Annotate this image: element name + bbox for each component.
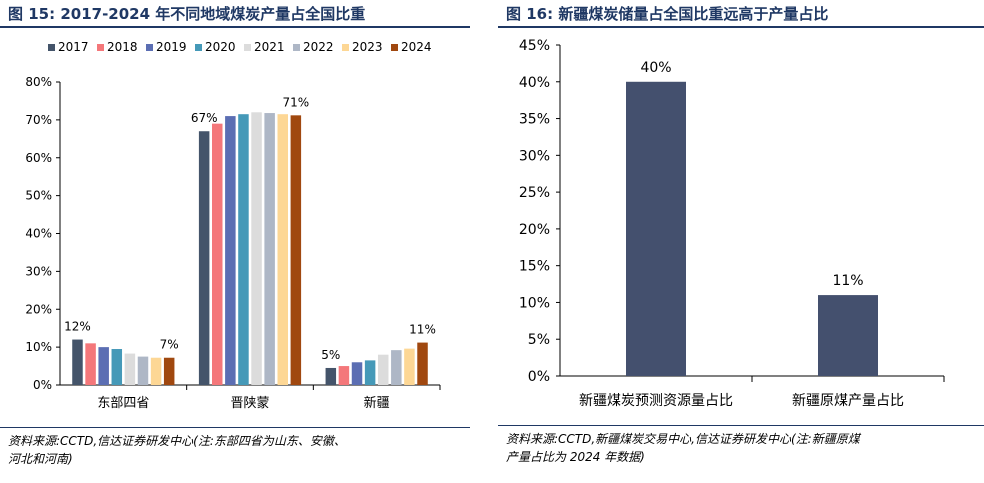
legend-swatch-2024 — [391, 44, 398, 51]
legend-label-2018: 2018 — [107, 40, 138, 54]
y-tick-label: 20% — [25, 302, 52, 316]
data-label: 40% — [640, 60, 671, 76]
data-label: 12% — [64, 320, 91, 334]
right-source-divider — [498, 425, 984, 426]
legend-label-2019: 2019 — [156, 40, 187, 54]
bar-2019-东部四省 — [98, 347, 109, 385]
bar-2020-晋陕蒙 — [238, 114, 249, 385]
right-bar-chart: 0% 5% 10% 15% 20% 25% 30% 35% 40% 45% 40% 新疆煤炭预测资源量… — [519, 38, 945, 409]
y-tick-label: 10% — [519, 295, 550, 311]
legend-swatch-2023 — [342, 44, 349, 51]
x-category-label: 新疆 — [364, 395, 390, 411]
x-category-label: 东部四省 — [97, 396, 149, 411]
legend-label-2021: 2021 — [254, 40, 285, 54]
data-label: 71% — [283, 95, 310, 109]
right-source-line-2: 产量占比为 2024 年数据) — [506, 450, 645, 464]
y-tick-label: 80% — [25, 75, 52, 89]
y-tick-label: 70% — [25, 113, 52, 127]
left-figure-header: 图 15: 2017-2024 年不同地域煤炭产量占全国比重 — [0, 0, 470, 28]
y-tick-label: 45% — [519, 38, 550, 54]
right-source-line-1: 资料来源:CCTD,新疆煤炭交易中心,信达证券研发中心(注:新疆原煤 — [506, 432, 860, 446]
bar-2021-新疆 — [377, 354, 389, 385]
y-tick-label: 15% — [519, 259, 550, 275]
y-tick-label: 0% — [528, 369, 550, 385]
left-source-line-1: 资料来源:CCTD,信达证券研发中心(注:东部四省为山东、安徽、 — [8, 434, 346, 448]
legend-swatch-2020 — [195, 44, 202, 51]
legend-swatch-2018 — [97, 44, 104, 51]
y-tick-label: 40% — [25, 227, 52, 241]
bar-2023-新疆 — [404, 348, 415, 385]
legend-swatch-2019 — [146, 44, 153, 51]
bar-2020-东部四省 — [111, 349, 123, 385]
y-tick-label: 20% — [519, 222, 550, 238]
left-source-note: 资料来源:CCTD,信达证券研发中心(注:东部四省为山东、安徽、 河北和河南) — [8, 432, 346, 468]
y-tick-label: 30% — [25, 264, 52, 278]
y-tick-label: 40% — [519, 75, 550, 91]
bar-新疆煤炭预测资源量占比 — [626, 81, 686, 377]
bar-2023-晋陕蒙 — [277, 114, 288, 385]
legend-swatch-2021 — [244, 44, 251, 51]
bar-2021-东部四省 — [124, 353, 136, 385]
x-category-label: 新疆煤炭预测资源量占比 — [579, 393, 733, 409]
bar-2022-新疆 — [391, 350, 402, 385]
bar-2024-新疆 — [417, 342, 428, 385]
y-tick-label: 25% — [519, 185, 550, 201]
x-category-label: 新疆原煤产量占比 — [792, 393, 904, 409]
bar-2022-东部四省 — [137, 356, 149, 385]
bar-2018-新疆 — [338, 366, 350, 385]
bar-2017-新疆 — [325, 367, 337, 385]
y-tick-label: 10% — [25, 340, 52, 354]
legend-label-2023: 2023 — [352, 40, 383, 54]
legend-swatch-2017 — [48, 44, 55, 51]
bar-2020-新疆 — [364, 360, 376, 385]
bar-2024-东部四省 — [163, 357, 175, 385]
data-label: 7% — [160, 338, 179, 352]
bar-2022-晋陕蒙 — [264, 113, 275, 386]
bar-2017-东部四省 — [72, 339, 83, 385]
data-label: 11% — [832, 273, 863, 289]
legend-label-2024: 2024 — [401, 40, 432, 54]
bar-2018-东部四省 — [85, 343, 96, 385]
bar-2017-晋陕蒙 — [198, 131, 210, 385]
bar-2018-晋陕蒙 — [212, 123, 223, 385]
x-category-label: 晋陕蒙 — [230, 396, 269, 411]
data-label: 67% — [191, 111, 218, 125]
data-label: 5% — [321, 348, 340, 362]
y-tick-label: 30% — [519, 148, 550, 164]
bar-新疆原煤产量占比 — [818, 295, 878, 376]
left-source-divider — [0, 427, 470, 428]
left-bar-chart: 2017 2018 2019 2020 2021 2022 2023 2024 0% 10% 20%… — [25, 40, 441, 411]
right-figure-title: 图 16: 新疆煤炭储量占全国比重远高于产量占比 — [506, 5, 829, 23]
left-source-line-2: 河北和河南) — [8, 452, 73, 466]
bar-2021-晋陕蒙 — [251, 112, 262, 386]
left-figure-title: 图 15: 2017-2024 年不同地域煤炭产量占全国比重 — [8, 5, 366, 23]
legend-label-2022: 2022 — [303, 40, 334, 54]
legend-swatch-2022 — [293, 44, 300, 51]
bar-2019-晋陕蒙 — [225, 116, 236, 386]
right-figure-panel: 图 16: 新疆煤炭储量占全国比重远高于产量占比 0% 5% 10% 15% 20% 25… — [498, 0, 984, 483]
bar-2024-晋陕蒙 — [290, 115, 302, 385]
data-label: 11% — [409, 323, 436, 337]
y-tick-label: 50% — [25, 189, 52, 203]
left-figure-panel: 图 15: 2017-2024 年不同地域煤炭产量占全国比重 2017 2018 2… — [0, 0, 470, 483]
y-tick-label: 0% — [33, 378, 52, 392]
legend-label-2017: 2017 — [58, 40, 89, 54]
y-tick-label: 35% — [519, 112, 550, 128]
bar-2019-新疆 — [351, 362, 363, 385]
y-tick-label: 60% — [25, 151, 52, 165]
right-source-note: 资料来源:CCTD,新疆煤炭交易中心,信达证券研发中心(注:新疆原煤 产量占比为… — [506, 430, 860, 466]
legend-label-2020: 2020 — [205, 40, 236, 54]
y-tick-label: 5% — [528, 332, 550, 348]
bar-2023-东部四省 — [150, 357, 162, 385]
right-figure-header: 图 16: 新疆煤炭储量占全国比重远高于产量占比 — [498, 0, 984, 28]
